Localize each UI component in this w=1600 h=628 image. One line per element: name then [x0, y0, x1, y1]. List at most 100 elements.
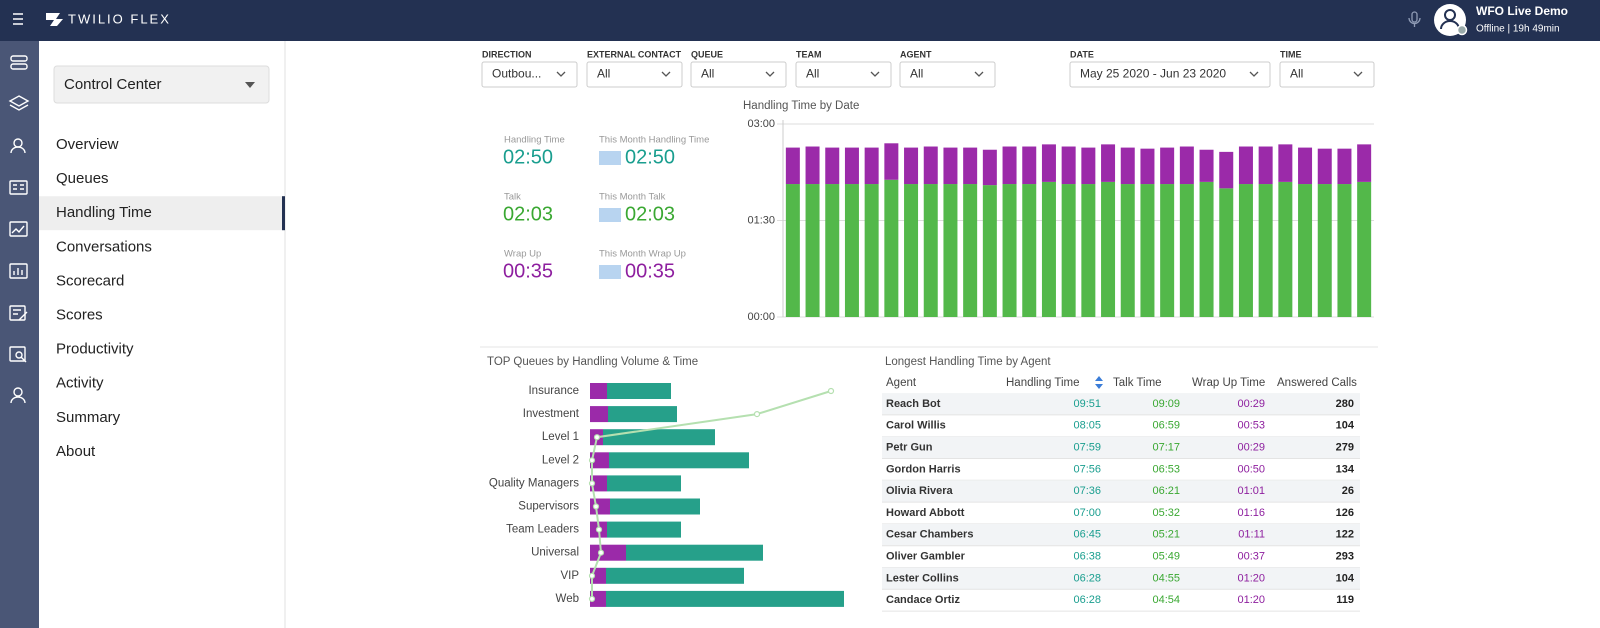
filter-label: AGENT: [900, 49, 932, 59]
bar-segment: [606, 567, 744, 584]
chart-title: TOP Queues by Handling Volume & Time: [487, 356, 698, 368]
view-selector[interactable]: [53, 65, 270, 104]
bar-segment: [785, 184, 800, 317]
filter-value: All: [597, 67, 610, 81]
bar-segment: [1002, 146, 1017, 185]
bar-segment: [785, 147, 800, 185]
kpi-month-label: This Month Handling Time: [599, 135, 709, 146]
bar-segment: [610, 498, 700, 515]
line-point: [588, 572, 596, 579]
row-bg: [882, 480, 1360, 503]
filter-value: All: [806, 67, 819, 81]
filter-dropdown[interactable]: [1069, 61, 1271, 88]
nav-item[interactable]: Overview: [56, 136, 119, 153]
bar-segment: [884, 179, 899, 317]
bar-segment: [1140, 148, 1155, 185]
rail-icon[interactable]: [9, 221, 28, 237]
bar-segment: [943, 184, 958, 317]
filter-label: TEAM: [796, 49, 822, 59]
user-status: Offline | 19h 49min: [1476, 24, 1560, 35]
nav-item[interactable]: Conversations: [56, 238, 152, 255]
bar-segment: [1179, 184, 1194, 317]
nav-item[interactable]: About: [56, 443, 96, 460]
brand-logo: [46, 13, 63, 26]
filter-label: DIRECTION: [482, 49, 532, 59]
filter-dropdown[interactable]: [586, 61, 683, 88]
filter-arrow: [1249, 71, 1259, 77]
rail-icon[interactable]: [9, 263, 28, 279]
filter-dropdown[interactable]: [690, 61, 787, 88]
nav-active-marker: [282, 196, 285, 231]
bar-segment: [1238, 146, 1253, 185]
bar-segment: [963, 147, 978, 185]
bar-segment: [825, 147, 840, 185]
filter-dropdown[interactable]: [1279, 61, 1375, 88]
view-selector-label: Control Center: [64, 76, 162, 93]
nav-list: Overview Queues Handling Time Conversations…: [39, 136, 285, 460]
nav-item[interactable]: Queues: [56, 170, 109, 187]
rail-icon[interactable]: [9, 180, 28, 195]
column-header: Wrap Up Time: [1192, 377, 1265, 389]
kpi-value: 02:50: [503, 146, 553, 168]
rail-icon[interactable]: [8, 95, 30, 111]
kpi-label: Wrap Up: [504, 249, 541, 260]
nav-item[interactable]: Productivity: [56, 341, 134, 358]
bar-segment: [1219, 151, 1234, 189]
rail-icons: [8, 55, 30, 404]
table-cell: 134: [1336, 463, 1355, 475]
sort-icon[interactable]: [1095, 376, 1103, 389]
bar-segment: [606, 590, 844, 607]
kpi-label: Talk: [504, 192, 521, 203]
bar-segment: [1298, 184, 1313, 317]
table-cell: 09:51: [1073, 398, 1101, 410]
nav-item[interactable]: Summary: [56, 409, 121, 426]
bar-segment: [1022, 184, 1037, 317]
bar-segment: [1061, 146, 1076, 185]
table-cell: 00:37: [1237, 551, 1265, 563]
table-cell: 122: [1336, 529, 1354, 541]
bar-segment: [1140, 184, 1155, 317]
kpi-month-value: 02:03: [625, 203, 675, 225]
y-tick-label: Supervisors: [518, 501, 579, 513]
nav-item[interactable]: Handling Time: [56, 204, 152, 221]
y-tick-label: Quality Managers: [489, 477, 579, 489]
nav-panel: [39, 41, 285, 628]
filter-dropdown[interactable]: [795, 61, 892, 88]
y-tick-label: 00:00: [747, 311, 775, 323]
mic-icon[interactable]: [1408, 11, 1421, 27]
icon-rail: [0, 41, 39, 628]
nav-item[interactable]: Activity: [56, 375, 104, 392]
bar-segment: [1160, 147, 1175, 185]
line-point: [597, 549, 605, 556]
rail-icon[interactable]: [13, 387, 23, 397]
table-cell: 07:56: [1073, 463, 1101, 475]
row-bg: [882, 523, 1360, 546]
filter-dropdown[interactable]: [899, 61, 996, 88]
kpi-value: 02:03: [503, 203, 553, 225]
y-tick-label: 01:30: [747, 214, 775, 226]
bar-segment: [1002, 184, 1017, 317]
column-header: Talk Time: [1113, 377, 1162, 389]
bar-segment: [923, 184, 938, 317]
y-tick-label: Web: [556, 593, 579, 605]
y-tick-label: Team Leaders: [506, 524, 579, 536]
rail-icon[interactable]: [9, 346, 26, 362]
bar-segment: [884, 143, 899, 180]
menu-button[interactable]: [13, 13, 23, 25]
rail-icon[interactable]: [9, 305, 26, 321]
filter-dropdown[interactable]: [481, 61, 578, 88]
kpi-month-label: This Month Wrap Up: [599, 249, 686, 260]
bar-segment: [609, 452, 749, 469]
table-cell: 07:00: [1073, 507, 1101, 519]
filter-value: All: [910, 67, 923, 81]
bar-segment: [1238, 184, 1253, 317]
nav-item[interactable]: Scores: [56, 306, 103, 323]
table-cell: 09:09: [1152, 398, 1180, 410]
table-cell: 07:59: [1073, 442, 1101, 454]
rail-icon[interactable]: [10, 55, 28, 62]
nav-item[interactable]: Scorecard: [56, 272, 124, 289]
bar-segment: [1160, 184, 1175, 317]
filter-arrow: [1353, 71, 1363, 77]
bar-segment: [825, 184, 840, 317]
